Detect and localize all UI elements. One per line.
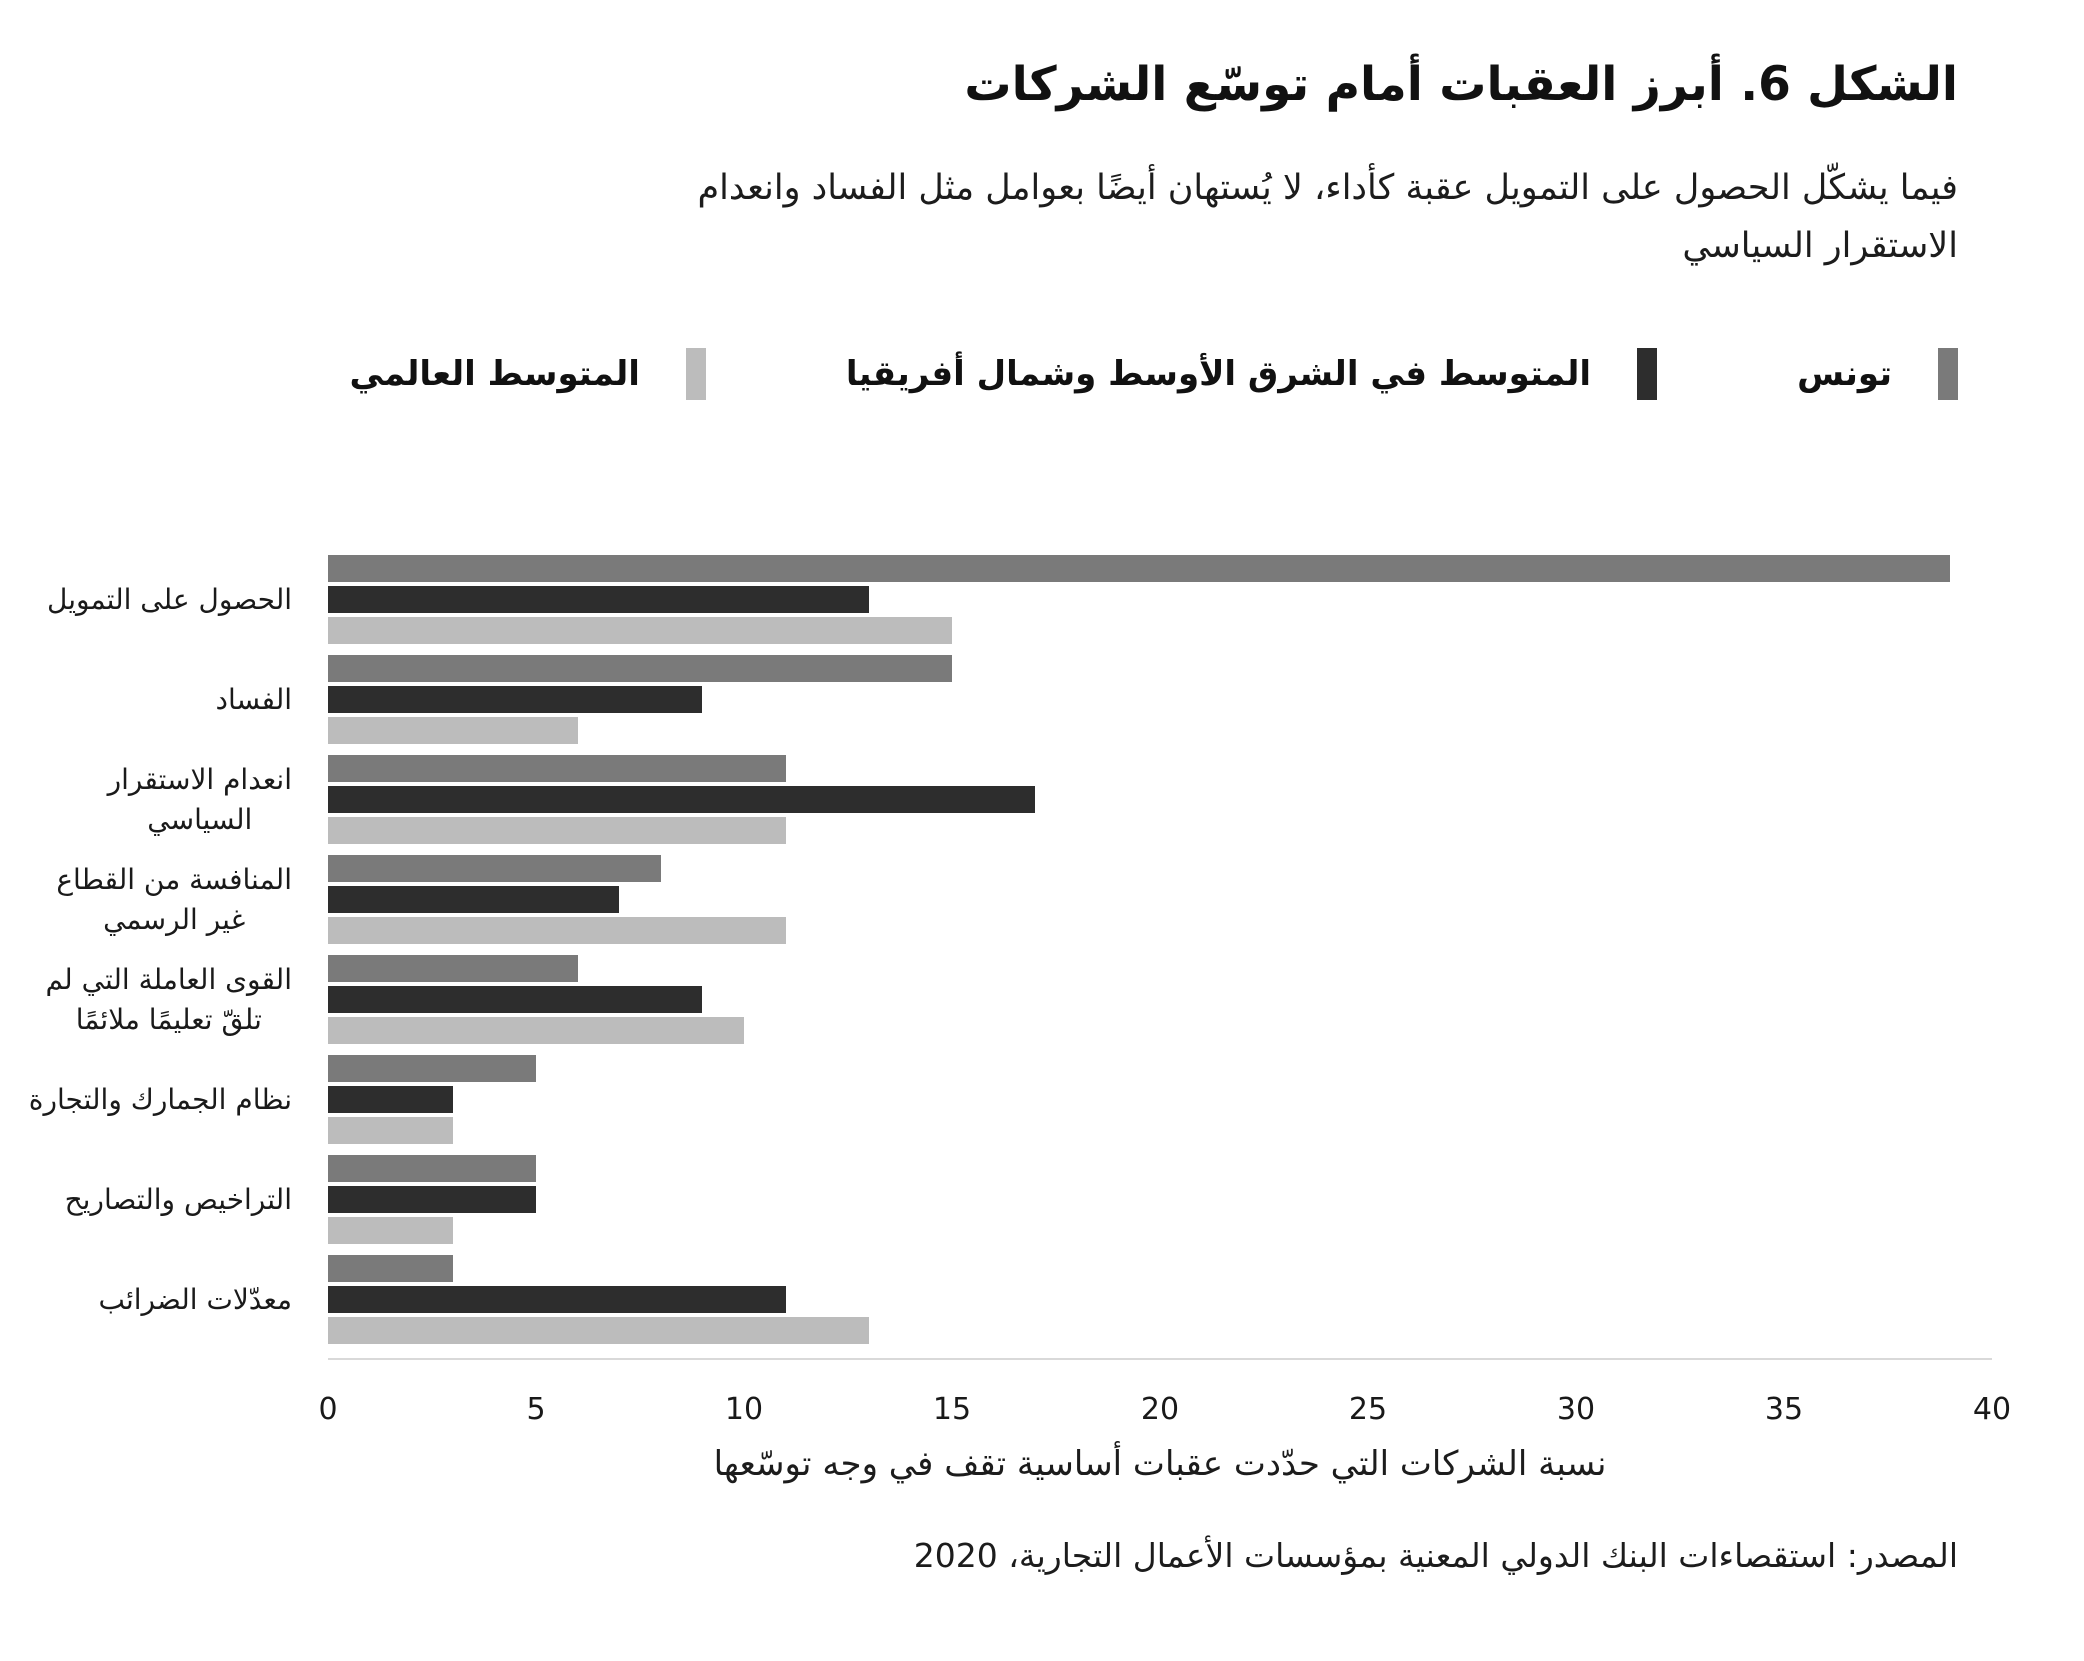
category-label: الفساد (215, 682, 292, 716)
category-label: معدّلات الضرائب (98, 1282, 292, 1316)
bar-group-political-instability: انعدام الاستقرار السياسي (0, 750, 2084, 850)
bar-mena-average (328, 686, 703, 714)
figure-title: الشكل 6. أبرز العقبات أمام توسّع الشركات (964, 57, 1958, 112)
bar-mena-average (328, 986, 703, 1014)
bar-group-informal-sector-competition: المنافسة من القطاع غير الرسمي (0, 850, 2084, 950)
bar-chart: الحصول على التمويل الفساد انعدام الاستقر… (0, 550, 2084, 1484)
category-label: انعدام الاستقرار السياسي (107, 762, 292, 836)
bar-chart-rows: الحصول على التمويل الفساد انعدام الاستقر… (0, 550, 2084, 1350)
legend-label-mena-average: المتوسط في الشرق الأوسط وشمال أفريقيا (845, 353, 1592, 394)
x-axis-tick: 40 (1972, 1391, 2012, 1427)
bar-tunisia (328, 1055, 536, 1083)
bar-mena-average (328, 1086, 453, 1114)
bar-group-corruption: الفساد (0, 650, 2084, 750)
bar-world-average (328, 817, 786, 845)
legend-swatch-mena-icon (1637, 347, 1658, 400)
legend-item-mena-average: المتوسط في الشرق الأوسط وشمال أفريقيا (845, 347, 1658, 400)
figure-subtitle-line2: الاستقرار السياسي (1682, 225, 1958, 266)
bar-world-average (328, 917, 786, 945)
x-axis-tick: 25 (1348, 1391, 1388, 1427)
figure-subtitle-line1: فيما يشكّل الحصول على التمويل عقبة كأداء… (697, 168, 1958, 209)
bar-world-average (328, 617, 952, 645)
bar-tunisia (328, 555, 1951, 583)
bar-group-inadequately-educated-workforce: القوى العاملة التي لم تلقّ تعليمًا ملائم… (0, 950, 2084, 1050)
legend-label-world-average: المتوسط العالمي (349, 353, 640, 394)
chart-legend: تونس المتوسط في الشرق الأوسط وشمال أفريق… (92, 347, 1958, 400)
x-axis-tick: 5 (526, 1391, 546, 1427)
x-axis: 0 5 10 15 20 25 30 35 40 (0, 1357, 2084, 1438)
category-label: القوى العاملة التي لم تلقّ تعليمًا ملائم… (45, 962, 292, 1036)
category-label: المنافسة من القطاع غير الرسمي (56, 862, 292, 936)
x-axis-line: 0 5 10 15 20 25 30 35 40 (318, 1357, 2011, 1438)
figure-footer: المصدر: استقصاءات البنك الدولي المعنية ب… (92, 1536, 1958, 1575)
x-axis-tick: 0 (318, 1391, 338, 1427)
bar-mena-average (328, 586, 869, 614)
x-axis-tick: 35 (1764, 1391, 1804, 1427)
category-label: التراخيص والتصاريح (64, 1182, 292, 1216)
bar-world-average (328, 1117, 453, 1145)
bar-tunisia (328, 1155, 536, 1183)
legend-item-world-average: المتوسط العالمي (349, 347, 706, 400)
bar-tunisia (328, 755, 786, 783)
bar-mena-average (328, 886, 620, 914)
legend-swatch-tunisia-icon (1938, 347, 1958, 400)
bar-group-tax-rates: معدّلات الضرائب (0, 1250, 2084, 1350)
bar-mena-average (328, 1186, 536, 1214)
bar-mena-average (328, 786, 1036, 814)
x-axis-tick: 10 (724, 1391, 764, 1427)
bar-world-average (328, 1017, 744, 1045)
bar-group-licenses-and-permits: التراخيص والتصاريح (0, 1150, 2084, 1250)
legend-item-tunisia: تونس (1797, 347, 1958, 400)
figure-header: الشكل 6. أبرز العقبات أمام توسّع الشركات… (0, 0, 2084, 276)
bar-tunisia (328, 955, 578, 983)
category-label: نظام الجمارك والتجارة (28, 1082, 292, 1116)
figure-subtitle: فيما يشكّل الحصول على التمويل عقبة كأداء… (92, 160, 1958, 276)
bar-world-average (328, 1317, 869, 1345)
bar-tunisia (328, 855, 661, 883)
legend-label-tunisia: تونس (1797, 353, 1892, 394)
bar-world-average (328, 1217, 453, 1245)
x-axis-tick: 30 (1556, 1391, 1596, 1427)
bar-tunisia (328, 655, 952, 683)
category-label: الحصول على التمويل (47, 582, 292, 616)
bar-world-average (328, 717, 578, 745)
x-axis-title: نسبة الشركات التي حدّدت عقبات أساسية تقف… (713, 1443, 1607, 1484)
bar-tunisia (328, 1255, 453, 1283)
bar-group-access-to-finance: الحصول على التمويل (0, 550, 2084, 650)
bar-group-customs-and-trade: نظام الجمارك والتجارة (0, 1050, 2084, 1150)
x-axis-tick: 15 (932, 1391, 972, 1427)
source-note: المصدر: استقصاءات البنك الدولي المعنية ب… (913, 1535, 1958, 1575)
x-axis-tick: 20 (1140, 1391, 1180, 1427)
legend-swatch-world-icon (685, 347, 706, 400)
bar-mena-average (328, 1286, 786, 1314)
